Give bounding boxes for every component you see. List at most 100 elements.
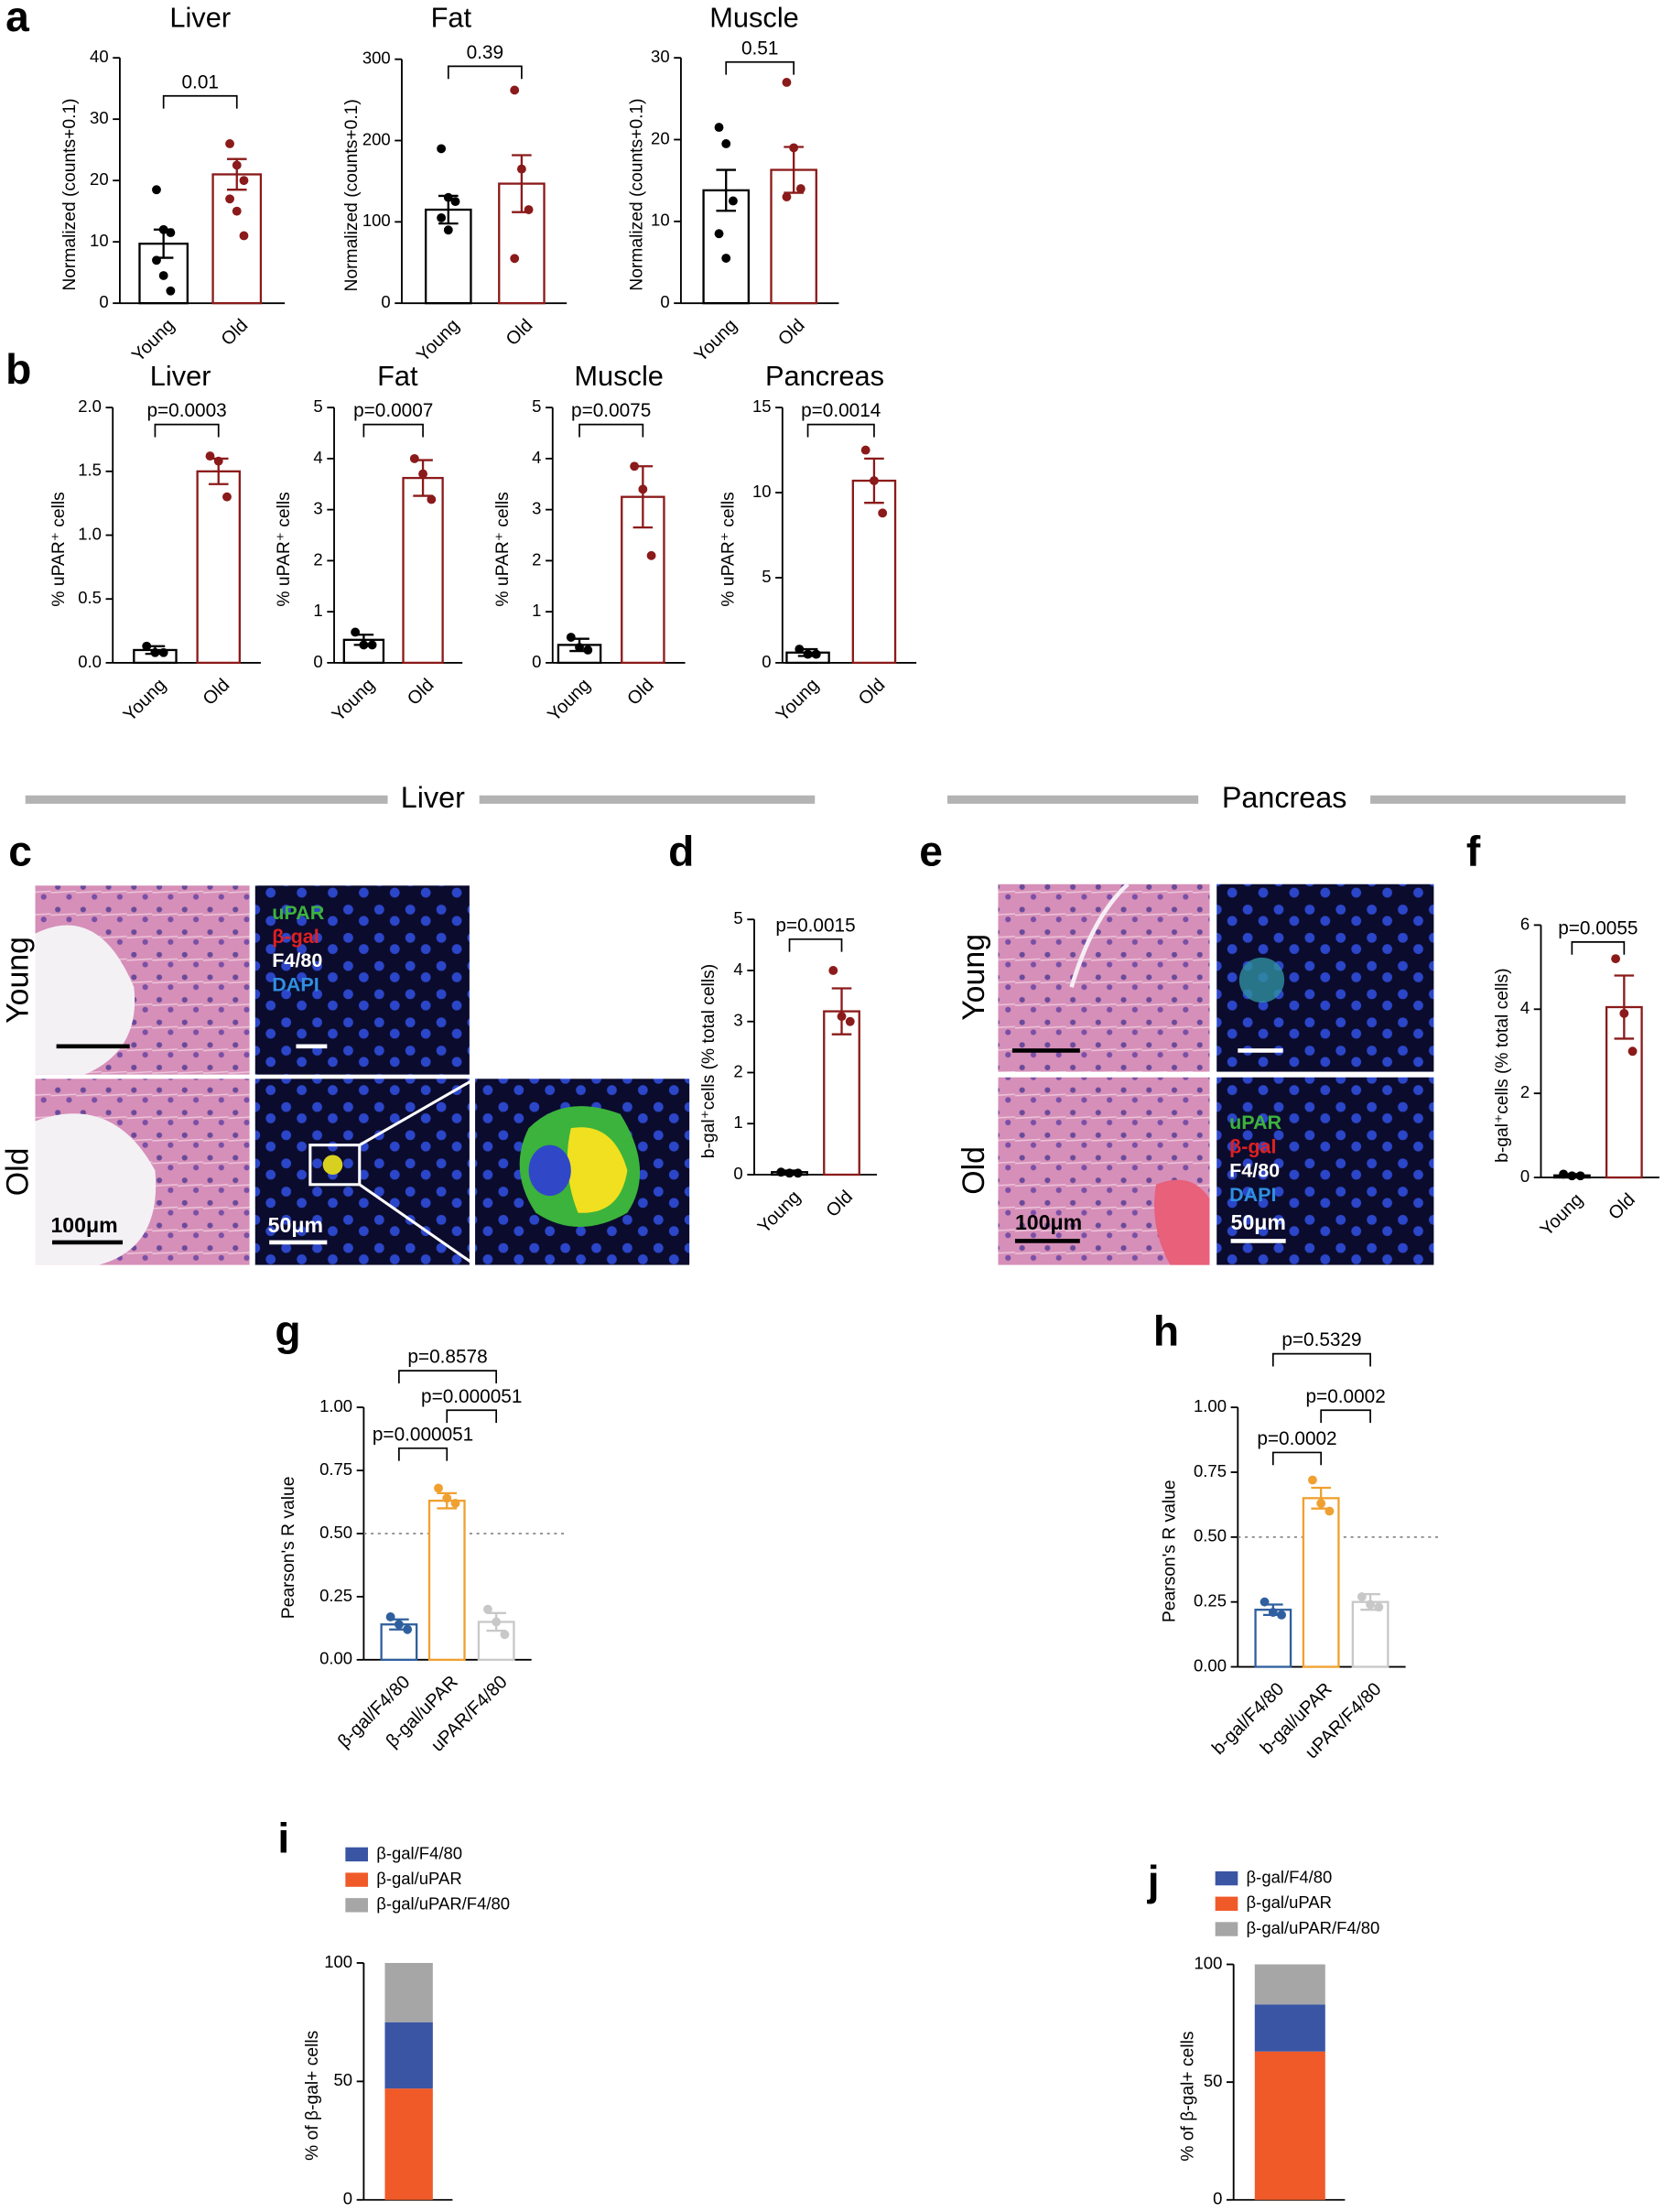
data-point bbox=[166, 228, 176, 238]
data-point bbox=[158, 271, 168, 280]
data-point bbox=[1611, 954, 1621, 964]
data-point bbox=[575, 643, 584, 653]
data-point bbox=[232, 160, 242, 170]
comparison-bracket bbox=[398, 1447, 449, 1461]
y-axis-label: % uPAR⁺ cells bbox=[493, 492, 513, 606]
bar bbox=[1302, 1497, 1340, 1668]
x-tick-label: Young bbox=[773, 675, 823, 725]
bar bbox=[851, 479, 897, 665]
scale-label: 100μm bbox=[50, 1213, 117, 1237]
legend-swatch bbox=[345, 1847, 368, 1862]
x-tick-label: Young bbox=[120, 675, 170, 725]
y-tick-label: 5 bbox=[532, 396, 541, 416]
data-point bbox=[158, 224, 168, 234]
y-tick-label: 20 bbox=[651, 128, 670, 147]
y-tick-label: 10 bbox=[90, 231, 109, 250]
data-point bbox=[403, 1624, 413, 1634]
y-axis-label: Normalized (counts+0.1) bbox=[342, 99, 362, 291]
y-axis-label: b-gal⁺cells (% total cells) bbox=[1493, 968, 1512, 1162]
x-tick-label: Young bbox=[413, 315, 463, 365]
x-tick-label: Old bbox=[218, 315, 253, 350]
data-point bbox=[860, 445, 870, 455]
legend-swatch bbox=[1215, 1896, 1238, 1912]
comparison-bracket bbox=[1271, 1352, 1371, 1367]
y-tick-label: 4 bbox=[1520, 998, 1530, 1017]
y-tick-label: 0 bbox=[381, 292, 390, 311]
bar-segment bbox=[1254, 2051, 1325, 2200]
bar-segment bbox=[1254, 2004, 1325, 2052]
data-point bbox=[450, 197, 460, 207]
data-point bbox=[870, 476, 879, 485]
scale-label: 50μm bbox=[268, 1213, 323, 1237]
y-tick-label: 2 bbox=[532, 549, 541, 569]
bar bbox=[823, 1010, 860, 1176]
data-point bbox=[721, 139, 731, 148]
data-point bbox=[583, 645, 593, 655]
y-tick-label: 2 bbox=[313, 549, 322, 569]
y-tick-label: 200 bbox=[362, 129, 391, 148]
panel-letter: b bbox=[5, 345, 31, 393]
y-tick-label: 10 bbox=[651, 211, 670, 230]
y-tick-label: 4 bbox=[733, 960, 742, 979]
zoom-line bbox=[358, 1183, 476, 1266]
panel-letter: f bbox=[1466, 828, 1481, 875]
y-tick-label: 20 bbox=[90, 169, 109, 189]
bar-segment bbox=[384, 1962, 433, 2022]
bar bbox=[211, 173, 263, 305]
data-point bbox=[566, 633, 576, 642]
data-point bbox=[837, 1012, 847, 1022]
y-tick-label: 2 bbox=[1520, 1082, 1530, 1101]
comparison-bracket bbox=[154, 423, 220, 438]
data-point bbox=[225, 194, 234, 204]
comparison-bracket bbox=[788, 938, 843, 952]
data-point bbox=[1575, 1171, 1585, 1181]
y-tick-label: 0.00 bbox=[1194, 1655, 1227, 1675]
comparison-bracket bbox=[162, 94, 238, 109]
panel-letter: j bbox=[1147, 1857, 1160, 1904]
y-tick-label: 2.0 bbox=[78, 396, 102, 416]
panel-letter: a bbox=[5, 0, 29, 40]
y-tick-label: 0.25 bbox=[319, 1586, 352, 1605]
data-point bbox=[222, 492, 232, 502]
stain-label: β-gal bbox=[272, 925, 319, 948]
data-point bbox=[152, 185, 161, 195]
chart: Pearson's R value0.000.250.500.751.00β-g… bbox=[279, 1347, 568, 1756]
y-tick-label: 0 bbox=[313, 652, 322, 671]
data-point bbox=[443, 225, 453, 235]
y-axis-label: Pearson's R value bbox=[1160, 1480, 1179, 1622]
legend-label: β-gal/uPAR bbox=[1247, 1892, 1332, 1912]
data-point bbox=[728, 196, 738, 206]
y-tick-label: 0.00 bbox=[319, 1649, 352, 1668]
data-point bbox=[394, 1620, 404, 1630]
y-tick-label: 1.00 bbox=[319, 1396, 352, 1415]
chart: Fat % uPAR⁺ cells 0 1 2 3 4 5 Young Old p=0.0007 bbox=[275, 360, 463, 725]
data-point bbox=[351, 627, 361, 637]
data-point bbox=[1567, 1171, 1577, 1181]
data-point bbox=[225, 139, 234, 148]
x-tick-label: Young bbox=[329, 675, 379, 725]
chart-title: Fat bbox=[431, 2, 472, 34]
vessel bbox=[35, 925, 135, 1075]
stain-label: DAPI bbox=[1229, 1183, 1276, 1206]
bar bbox=[342, 638, 385, 665]
data-point bbox=[510, 85, 520, 95]
y-tick-label: 30 bbox=[651, 47, 670, 66]
data-point bbox=[1308, 1475, 1317, 1485]
error-bar bbox=[831, 987, 852, 1036]
y-tick-label: 5 bbox=[762, 567, 771, 586]
data-point bbox=[385, 1612, 395, 1621]
data-point bbox=[450, 1498, 460, 1508]
comparison-bracket bbox=[447, 65, 523, 80]
comparison-label: p=0.0015 bbox=[775, 915, 855, 936]
y-tick-label: 1 bbox=[313, 601, 322, 620]
data-point bbox=[630, 461, 640, 472]
data-point bbox=[1268, 1608, 1278, 1617]
data-point bbox=[828, 966, 838, 975]
comparison-label: 0.39 bbox=[467, 42, 503, 63]
row-label: Old bbox=[957, 1146, 991, 1195]
comparison-label: p=0.000051 bbox=[421, 1386, 522, 1407]
y-tick-label: 0 bbox=[660, 292, 669, 311]
nucleus bbox=[528, 1144, 571, 1197]
y-tick-label: 0.25 bbox=[1194, 1591, 1227, 1610]
